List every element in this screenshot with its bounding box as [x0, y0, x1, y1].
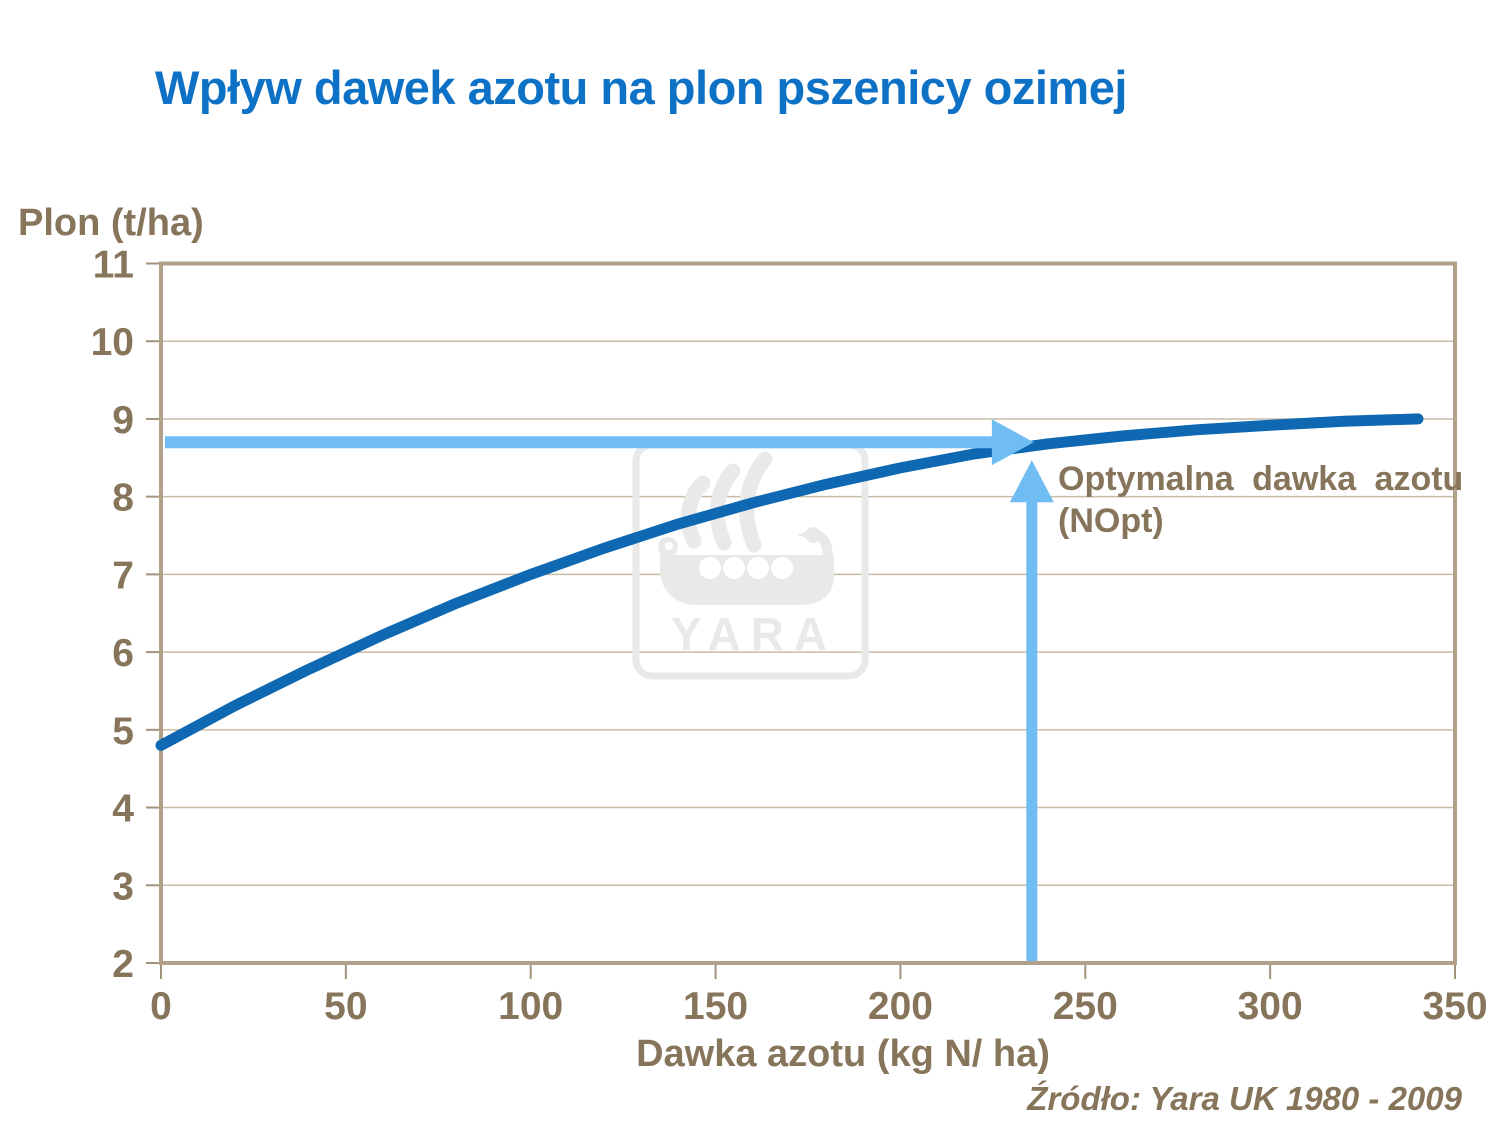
yara-watermark-logo: YARA: [632, 441, 869, 680]
y-tick-label: 6: [112, 632, 134, 675]
x-tick-label: 200: [868, 985, 933, 1028]
y-tick-label: 2: [112, 943, 134, 986]
optimum-yield-arrowhead: [991, 419, 1034, 466]
x-tick-label: 150: [683, 985, 748, 1028]
x-tick-label: 350: [1422, 985, 1487, 1028]
x-tick-label: 100: [498, 985, 563, 1028]
y-tick-label: 8: [112, 477, 134, 520]
ship-hull: [660, 555, 834, 605]
x-tick-label: 0: [150, 985, 172, 1028]
x-tick-label: 300: [1238, 985, 1303, 1028]
swan-beak: [797, 529, 814, 540]
optimum-annotation: Optymalna dawka azotu (NOpt): [1058, 458, 1463, 542]
x-tick-label: 50: [324, 985, 367, 1028]
y-tick-label: 5: [112, 710, 134, 753]
shield-circles: [699, 557, 793, 579]
yield-curve: [155, 413, 1424, 751]
x-axis-title: Dawka azotu (kg N/ ha): [636, 1033, 1050, 1075]
y-tick-label: 4: [112, 788, 134, 831]
viking-ship-icon: [681, 451, 773, 553]
optimum-dose-arrowhead: [1009, 460, 1054, 503]
gridlines-and-frame: [146, 261, 1457, 979]
watermark-wordmark: YARA: [671, 608, 837, 660]
y-tick-label: 7: [112, 554, 134, 597]
chart-title: Wpływ dawek azotu na plon pszenicy ozime…: [155, 61, 1127, 114]
yield-curve-and-arrows: [155, 413, 1424, 961]
axis-tick-labels: 2 3 4 5 6 7 8 9 10 11 0 50 100 150 200 250 300 350: [91, 244, 1488, 1029]
y-axis-title: Plon (t/ha): [18, 202, 204, 244]
optimum-annotation-line1: Optymalna dawka azotu: [1058, 460, 1464, 498]
y-tick-label: 9: [112, 399, 134, 442]
y-tick-label: 11: [93, 244, 134, 287]
y-tick-label: 3: [112, 865, 134, 908]
optimum-annotation-line2: (NOpt): [1058, 502, 1164, 540]
hull-curl-hole: [665, 542, 673, 550]
source-credit: Źródło: Yara UK 1980 - 2009: [1027, 1080, 1462, 1117]
y-tick-label: 10: [91, 321, 134, 364]
x-tick-label: 250: [1053, 985, 1118, 1028]
